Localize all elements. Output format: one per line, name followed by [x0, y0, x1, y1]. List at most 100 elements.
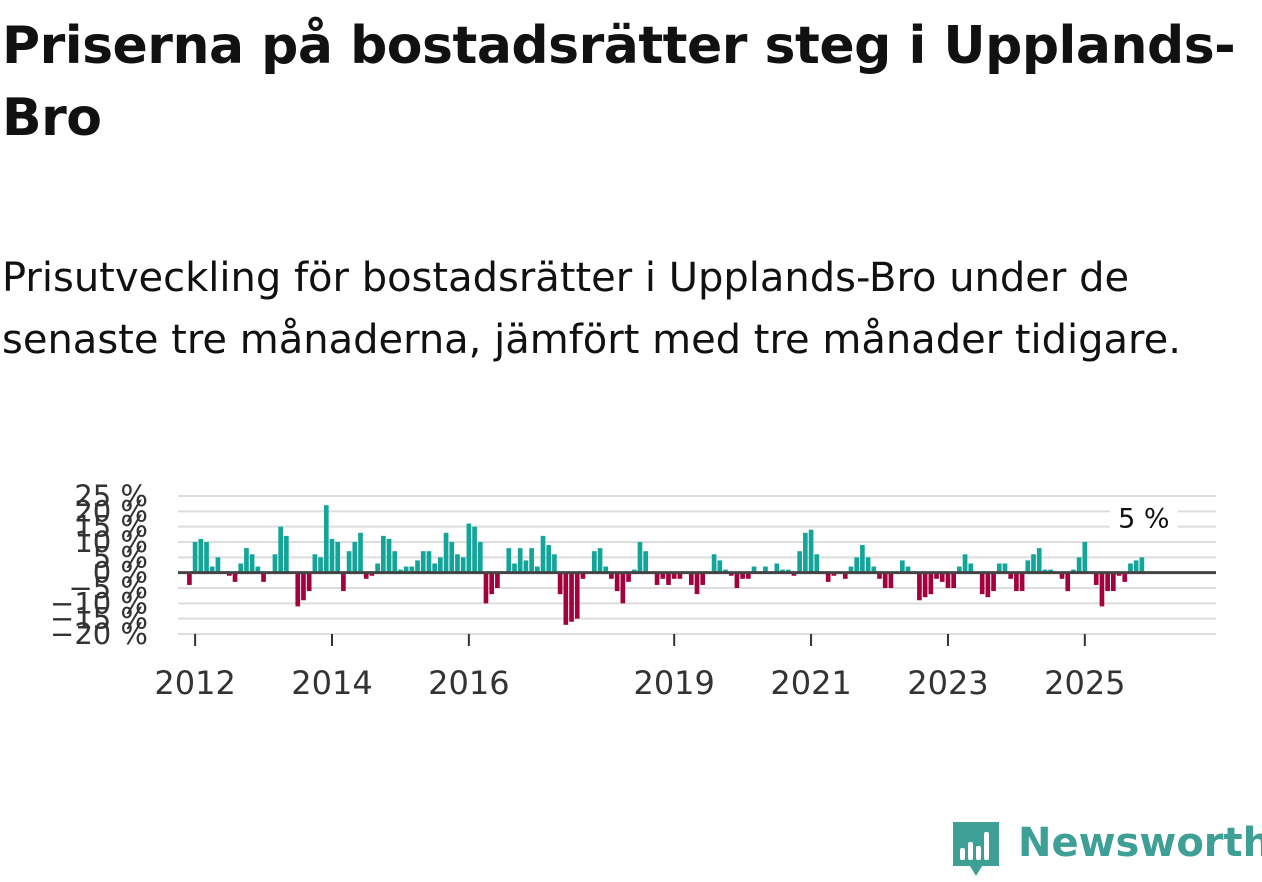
bar: [557, 572, 563, 595]
bar: [329, 538, 335, 573]
bar: [460, 557, 466, 573]
bar: [1031, 554, 1036, 573]
bar: [426, 551, 432, 573]
x-tick-label: 2023: [907, 664, 988, 702]
bar: [957, 566, 962, 573]
brand-name: Newsworthy: [1018, 820, 1262, 866]
bar: [688, 572, 694, 585]
bar: [825, 572, 831, 582]
bar: [945, 572, 951, 588]
bar: [1105, 572, 1110, 592]
bar: [335, 542, 341, 573]
bar: [723, 569, 728, 573]
bar: [1076, 557, 1082, 573]
bar: [1059, 572, 1065, 579]
bar: [654, 572, 660, 585]
bar: [512, 563, 517, 573]
bar: [523, 560, 529, 573]
bar: [626, 572, 631, 582]
y-axis-labels: 25 %20 %15 %10 %5 %0 %−5 %−10 %−15 %−20 …: [50, 479, 148, 651]
annotation-label: 5 %: [1118, 503, 1169, 534]
bar: [785, 569, 791, 573]
bar: [1099, 572, 1105, 607]
bar: [643, 551, 649, 573]
newsworthy-icon: [953, 822, 999, 876]
y-tick-label: 5 %: [93, 540, 148, 574]
bar: [751, 566, 757, 573]
bar: [637, 542, 643, 573]
bar: [968, 563, 974, 573]
bar: [854, 557, 860, 573]
x-axis: 2012 2014 2016 2019 2021 2023 2025: [154, 634, 1126, 702]
bar: [899, 560, 905, 573]
bar: [1133, 560, 1139, 573]
bar: [529, 548, 534, 573]
bar: [472, 526, 477, 573]
bar: [563, 572, 569, 625]
bar: [244, 548, 249, 573]
bar: [660, 572, 666, 579]
bar: [871, 566, 877, 573]
y-tick-label: 25 %: [74, 479, 148, 513]
bar: [580, 572, 586, 579]
bar: [1122, 572, 1128, 582]
bar: [939, 572, 945, 582]
y-tick-label: −20 %: [50, 617, 148, 651]
chart-title: Priserna på bostadsrätter steg i Uppland…: [2, 16, 1236, 148]
bar: [278, 526, 283, 573]
bar: [814, 554, 820, 573]
y-tick-label: −10 %: [50, 586, 148, 620]
bar: [215, 557, 221, 573]
bar: [717, 560, 723, 573]
annotation-box: [1109, 501, 1178, 536]
bar: [763, 566, 768, 573]
bar: [574, 572, 580, 619]
bar: [962, 554, 968, 573]
y-tick-label: −15 %: [50, 602, 148, 636]
bar: [352, 542, 358, 573]
bar: [386, 538, 392, 573]
bar: [363, 572, 369, 579]
bar: [694, 572, 700, 595]
bar: [1139, 557, 1145, 573]
bar: [238, 563, 244, 573]
bar: [187, 572, 192, 585]
bar: [734, 572, 740, 588]
bar: [295, 572, 301, 607]
bar: [979, 572, 985, 595]
bar: [609, 572, 614, 579]
y-tick-label: 20 %: [74, 494, 148, 528]
bar: [1082, 542, 1088, 573]
bar: [449, 542, 455, 573]
bar: [455, 554, 460, 573]
bar: [552, 554, 557, 573]
x-tick-label: 2016: [428, 664, 509, 702]
bar: [483, 572, 489, 604]
bar: [323, 505, 329, 573]
bar: [517, 548, 523, 573]
bar: [438, 557, 443, 573]
bar: [1042, 569, 1048, 573]
bar: [306, 572, 312, 592]
bar: [860, 545, 865, 573]
bar: [1071, 569, 1076, 573]
bar: [420, 551, 426, 573]
bar: [261, 572, 266, 582]
bar: [375, 563, 380, 573]
bar: [677, 572, 683, 579]
bar: [774, 563, 780, 573]
bar: [888, 572, 894, 588]
bar: [346, 551, 352, 573]
bar: [415, 560, 420, 573]
bar: [432, 563, 437, 573]
bar: [255, 566, 261, 573]
bar: [318, 557, 323, 573]
bar: [882, 572, 888, 588]
bar: [985, 572, 991, 598]
bar: [506, 548, 512, 573]
x-tick-label: 2021: [770, 664, 851, 702]
bar: [284, 535, 289, 573]
bar: [403, 566, 409, 573]
bar: [791, 572, 797, 576]
chart-subtitle: Prisutveckling för bostadsrätter i Uppla…: [2, 255, 1181, 363]
